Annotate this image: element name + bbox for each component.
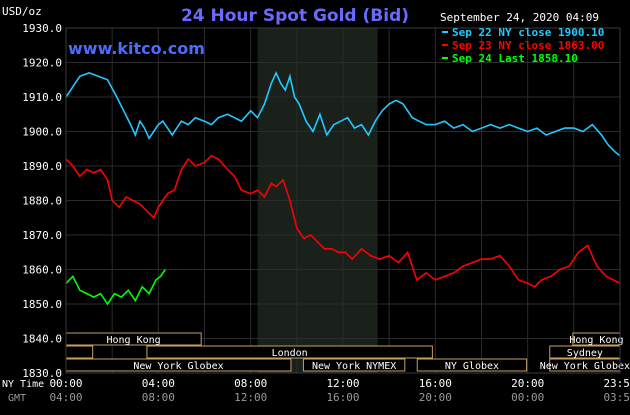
chart-datetime: September 24, 2020 04:09 xyxy=(440,11,599,24)
y-tick-label: 1860.0 xyxy=(22,264,62,277)
website-brand: www.kitco.com xyxy=(68,39,205,58)
y-tick-label: 1850.0 xyxy=(22,298,62,311)
x-tick-ny-label: 04:00 xyxy=(142,377,175,390)
y-tick-label: 1920.0 xyxy=(22,57,62,70)
x-tick-ny-label: 20:00 xyxy=(511,377,544,390)
session-label: NY Globex xyxy=(445,361,499,372)
y-tick-label: 1870.0 xyxy=(22,229,62,242)
y-tick-label: 1900.0 xyxy=(22,126,62,139)
x-tick-ny-label: 23:59 xyxy=(603,377,630,390)
session-bar xyxy=(416,358,528,372)
y-tick-label: 1910.0 xyxy=(22,91,62,104)
x-tick-gmt-label: 08:00 xyxy=(142,391,175,404)
session-label: New York NYMEX xyxy=(312,361,396,372)
x-row-gmt-label: GMT xyxy=(8,393,26,404)
x-tick-gmt-label: 03:59 xyxy=(603,391,630,404)
session-label: Hong Kong xyxy=(106,335,160,346)
x-tick-ny-label: 16:00 xyxy=(419,377,452,390)
session-bar xyxy=(65,345,94,359)
x-tick-gmt-label: 16:00 xyxy=(326,391,359,404)
series-line-3 xyxy=(65,269,166,306)
x-tick-gmt-label: 20:00 xyxy=(419,391,452,404)
x-tick-ny-label: 12:00 xyxy=(326,377,359,390)
session-bar xyxy=(302,358,406,372)
session-bar xyxy=(146,345,433,359)
chart-title: 24 Hour Spot Gold (Bid) xyxy=(181,6,409,26)
x-tick-ny-label: 08:00 xyxy=(234,377,267,390)
y-tick-label: 1930.0 xyxy=(22,22,62,35)
x-tick-gmt-label: 12:00 xyxy=(234,391,267,404)
y-tick-label: 1890.0 xyxy=(22,160,62,173)
session-label: Sydney xyxy=(567,348,603,359)
y-axis-unit: USD/oz xyxy=(2,5,42,18)
y-tick-label: 1830.0 xyxy=(22,367,62,380)
session-label: New York Globex xyxy=(540,361,630,372)
x-tick-gmt-label: 04:00 xyxy=(49,391,82,404)
session-bars: Hong Kong Hong Kong London Sydney New York G… xyxy=(65,332,630,372)
y-tick-label: 1880.0 xyxy=(22,195,62,208)
session-label: New York Globex xyxy=(133,361,223,372)
legend-entry: Sep 23 NY close 1863.00 xyxy=(452,39,604,52)
plot-frame xyxy=(65,27,621,374)
legend-entry: Sep 22 NY close 1900.10 xyxy=(452,26,604,39)
session-label: London xyxy=(272,348,308,359)
x-tick-ny-label: 00:00 xyxy=(49,377,82,390)
axis-layer: 1930.0 1920.0 1910.0 1900.0 1890.0 1880.0 1870… xyxy=(22,22,630,404)
series-layer xyxy=(65,70,621,306)
y-tick-label: 1840.0 xyxy=(22,333,62,346)
x-tick-gmt-label: 00:00 xyxy=(511,391,544,404)
series-line-2 xyxy=(65,154,621,288)
legend-entry: Sep 24 Last 1858.10 xyxy=(452,52,578,65)
series-line-1 xyxy=(65,70,621,157)
x-row-ny-label: NY Time xyxy=(2,379,44,390)
session-label: Hong Kong xyxy=(569,335,623,346)
